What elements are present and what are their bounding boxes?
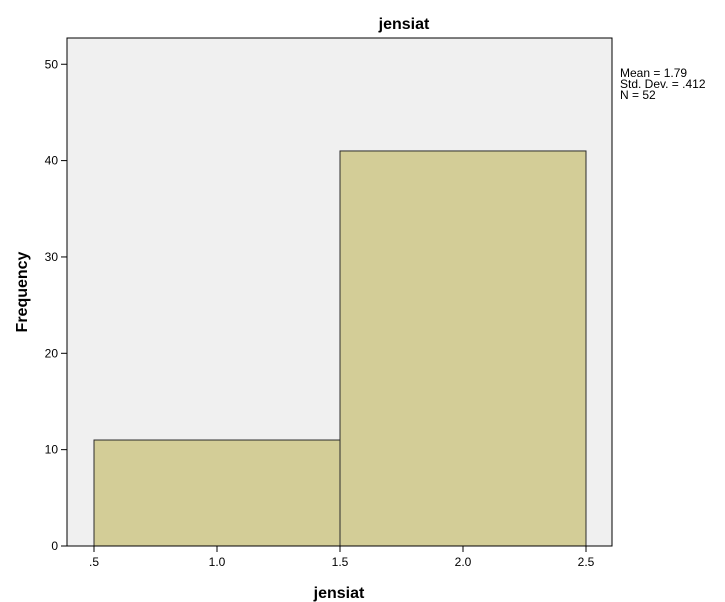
y-axis-title: Frequency bbox=[14, 251, 31, 332]
y-ticks-group: 0 10 20 30 40 50 bbox=[45, 57, 67, 553]
histogram-bar-2 bbox=[339, 150, 587, 547]
x-tick-label-2: 1.0 bbox=[209, 555, 226, 569]
y-tick-label-10: 10 bbox=[45, 443, 59, 457]
x-ticks-group: .5 1.0 1.5 2.0 2.5 bbox=[89, 546, 595, 569]
stat-line-1: Mean = 1.79 bbox=[620, 66, 687, 80]
chart-title: jensiat bbox=[378, 16, 430, 33]
stat-line-2: Std. Dev. = .412 bbox=[620, 77, 706, 91]
x-tick-label-4: 2.0 bbox=[455, 555, 472, 569]
x-tick-label-1: .5 bbox=[89, 555, 99, 569]
y-tick-label-0: 0 bbox=[51, 539, 58, 553]
y-tick-label-20: 20 bbox=[45, 346, 59, 360]
y-tick-label-30: 30 bbox=[45, 250, 59, 264]
x-axis-title: jensiat bbox=[313, 585, 365, 602]
bars-group bbox=[93, 150, 587, 547]
x-tick-label-3: 1.5 bbox=[332, 555, 349, 569]
histogram-bar-1 bbox=[93, 439, 341, 547]
stat-line-3: N = 52 bbox=[620, 88, 656, 102]
y-tick-label-40: 40 bbox=[45, 154, 59, 168]
y-tick-label-50: 50 bbox=[45, 57, 59, 71]
x-tick-label-5: 2.5 bbox=[578, 555, 595, 569]
